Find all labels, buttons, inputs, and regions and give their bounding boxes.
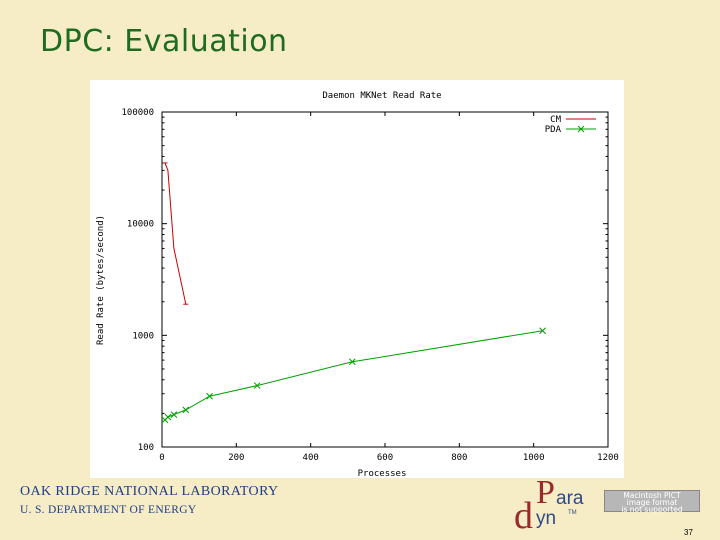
- x-tick-label: 800: [451, 453, 467, 463]
- legend-label-pda: PDA: [545, 125, 562, 135]
- marker-stroke: [206, 392, 213, 400]
- marker-stroke: [253, 382, 261, 389]
- data-point-pda: [164, 413, 172, 421]
- pict-line-2: image format: [626, 498, 678, 507]
- x-tick-label: 400: [303, 453, 319, 463]
- y-tick-label: 100: [138, 443, 154, 453]
- logo-ara: ara: [556, 488, 584, 509]
- legend-marker: [577, 125, 585, 133]
- page-number: 37: [684, 528, 693, 537]
- chart-ticks: 0 200 400 600 800 1000 1200 100 1000 10000 100000: [121, 108, 618, 463]
- logo-p: P: [536, 474, 555, 511]
- legend-label-cm: CM: [550, 115, 561, 125]
- chart-axes: [161, 111, 609, 448]
- marker-stroke: [182, 406, 190, 414]
- x-axis-label: Processes: [358, 469, 407, 478]
- data-point-pda: [206, 392, 213, 400]
- series-line-cm: [164, 162, 187, 305]
- data-point-pda: [348, 358, 356, 366]
- pict-line-3: is not supported: [621, 505, 683, 514]
- unsupported-image-placeholder: Macintosh PICT image format is not suppo…: [604, 490, 700, 514]
- logo-d: d: [514, 495, 533, 537]
- logo-yn: yn: [536, 508, 557, 529]
- plot-frame: [161, 111, 609, 448]
- marker-stroke: [539, 327, 546, 335]
- x-tick-label: 0: [159, 453, 164, 463]
- pict-line-1: Macintosh PICT: [623, 491, 681, 500]
- marker-stroke: [164, 413, 172, 421]
- read-rate-chart: Daemon MKNet Read Rate Processes Read Ra…: [96, 91, 619, 478]
- chart-series: [161, 162, 546, 424]
- logo-tm: TM: [568, 510, 577, 516]
- paradyn-logo: P ara d yn TM: [512, 474, 594, 537]
- marker-stroke: [348, 358, 356, 366]
- marker-stroke: [170, 411, 178, 418]
- data-point-pda: [182, 406, 190, 414]
- y-axis-label: Read Rate (bytes/second): [96, 215, 106, 345]
- series-line-pda: [164, 330, 543, 421]
- data-point-pda: [539, 327, 546, 335]
- chart-panel: Daemon MKNet Read Rate Processes Read Ra…: [90, 80, 624, 478]
- data-point-pda: [170, 411, 178, 418]
- data-point-pda: [253, 382, 261, 389]
- slide-title: DPC: Evaluation: [40, 24, 288, 59]
- x-tick-label: 1200: [597, 453, 619, 463]
- y-tick-label: 100000: [121, 108, 154, 118]
- x-tick-label: 1000: [523, 453, 545, 463]
- org-name: OAK RIDGE NATIONAL LABORATORY: [20, 484, 279, 499]
- org-department: U. S. DEPARTMENT OF ENERGY: [20, 504, 197, 516]
- chart-title: Daemon MKNet Read Rate: [322, 91, 441, 101]
- x-tick-label: 200: [228, 453, 244, 463]
- x-tick-label: 600: [377, 453, 393, 463]
- y-tick-label: 1000: [132, 331, 154, 341]
- y-tick-label: 10000: [127, 220, 154, 230]
